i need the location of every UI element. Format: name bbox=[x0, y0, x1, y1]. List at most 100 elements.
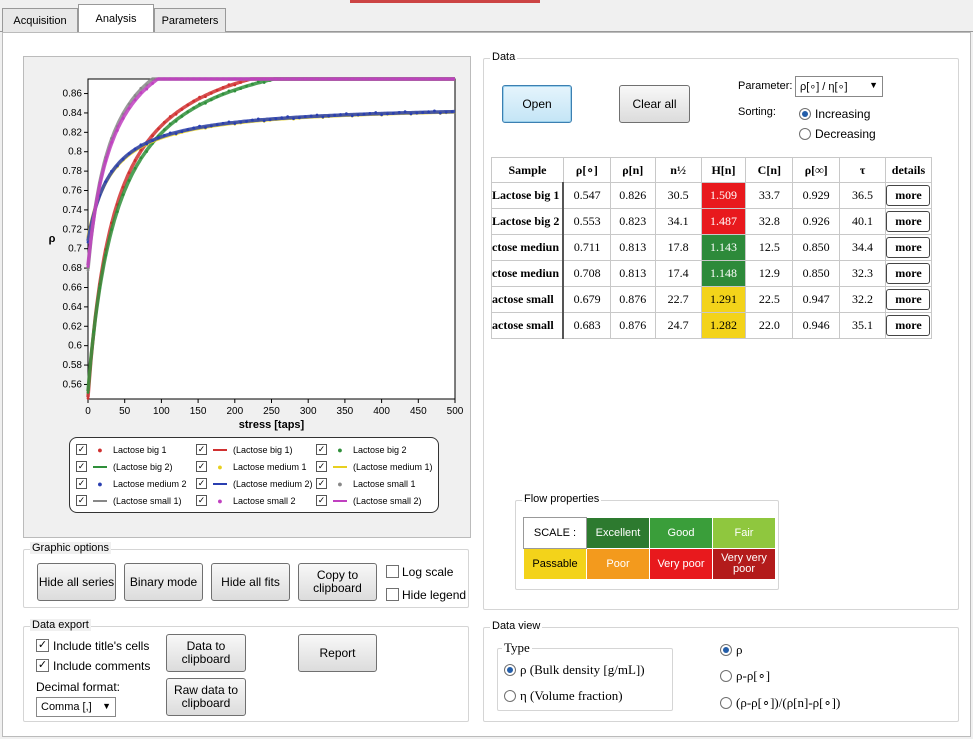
hide-legend-checkbox[interactable] bbox=[386, 588, 399, 601]
chart-panel: 0.56 0.58 0.6 0.62 0.64 0.66 0.68 0.7 0.72 0.74 0.… bbox=[23, 56, 471, 538]
y-tick-label: 0.68 bbox=[63, 263, 83, 274]
hide-all-fits-button[interactable]: Hide all fits bbox=[211, 563, 290, 601]
legend-entry[interactable]: ✓ ● Lactose big 2 bbox=[316, 444, 407, 455]
legend-entry[interactable]: ✓ ● Lactose big 1 bbox=[76, 444, 167, 455]
legend-entry[interactable]: ✓ ● Lactose small 1 bbox=[316, 478, 416, 489]
include-titles-checkbox[interactable]: ✓ bbox=[36, 639, 49, 652]
data-point bbox=[274, 117, 278, 121]
data-point bbox=[198, 102, 201, 106]
data-point bbox=[251, 82, 254, 86]
type-eta-radio[interactable] bbox=[504, 690, 516, 702]
data-point bbox=[297, 116, 301, 120]
sort-increasing-radio[interactable] bbox=[799, 108, 811, 120]
data-point bbox=[262, 81, 266, 84]
more-button[interactable]: more bbox=[886, 211, 931, 232]
value-cell: 0.679 bbox=[562, 286, 611, 313]
legend-checkbox[interactable]: ✓ bbox=[316, 495, 327, 506]
data-point bbox=[162, 128, 166, 132]
data-point bbox=[450, 110, 454, 114]
data-point bbox=[368, 111, 372, 115]
y-tick-label: 0.58 bbox=[63, 360, 83, 371]
legend-entry[interactable]: ✓ ● Lactose medium 2 bbox=[76, 478, 187, 489]
legend-checkbox[interactable]: ✓ bbox=[76, 444, 87, 455]
parameter-select[interactable]: ρ[∘] / η[∘] ▼ bbox=[795, 76, 883, 97]
y-tick-label: 0.86 bbox=[63, 89, 83, 100]
legend-checkbox[interactable]: ✓ bbox=[76, 478, 87, 489]
data-point bbox=[186, 77, 190, 81]
legend-entry[interactable]: ✓ ● Lactose medium 1 bbox=[196, 461, 307, 472]
tab-bar: Acquisition Analysis Parameters bbox=[0, 0, 973, 33]
legend-entry[interactable]: ✓ (Lactose big 1) bbox=[196, 444, 293, 455]
log-scale-checkbox[interactable] bbox=[386, 565, 399, 578]
hide-legend-label: Hide legend bbox=[402, 588, 467, 602]
more-button[interactable]: more bbox=[886, 289, 931, 310]
decimal-format-select[interactable]: Comma [,] ▼ bbox=[36, 697, 116, 717]
legend-checkbox[interactable]: ✓ bbox=[196, 461, 207, 472]
data-point bbox=[204, 101, 207, 105]
sort-decreasing-radio[interactable] bbox=[799, 128, 811, 140]
col-header: n½ bbox=[654, 157, 702, 183]
legend-checkbox[interactable]: ✓ bbox=[76, 461, 87, 472]
legend-checkbox[interactable]: ✓ bbox=[316, 461, 327, 472]
data-point bbox=[168, 131, 172, 135]
legend-entry[interactable]: ✓ (Lactose medium 1) bbox=[316, 461, 433, 472]
value-cell: 17.4 bbox=[654, 260, 702, 287]
data-point bbox=[292, 117, 295, 121]
data-point bbox=[409, 112, 413, 116]
copy-to-clipboard-button[interactable]: Copy to clipboard bbox=[298, 563, 377, 601]
y-tick-label: 0.56 bbox=[63, 379, 83, 390]
legend-entry[interactable]: ✓ (Lactose big 2) bbox=[76, 461, 173, 472]
legend-entry[interactable]: ✓ (Lactose medium 2) bbox=[196, 478, 313, 489]
open-button[interactable]: Open bbox=[502, 85, 572, 123]
view-rho-minus-radio[interactable] bbox=[720, 670, 732, 682]
raw-data-to-clipboard-button[interactable]: Raw data to clipboard bbox=[166, 678, 246, 716]
more-button[interactable]: more bbox=[886, 237, 931, 258]
include-comments-checkbox[interactable]: ✓ bbox=[36, 659, 49, 672]
legend-label: (Lactose big 1) bbox=[233, 444, 293, 455]
data-point bbox=[339, 77, 342, 81]
scale-passable: Passable bbox=[523, 548, 587, 580]
results-table: Sample ρ[∘] ρ[n] n½ H[n] C[n] ρ[∞] τ details Lac… bbox=[491, 157, 933, 339]
data-point bbox=[421, 110, 425, 114]
legend-checkbox[interactable]: ✓ bbox=[196, 478, 207, 489]
y-tick-label: 0.66 bbox=[63, 282, 83, 293]
data-to-clipboard-button[interactable]: Data to clipboard bbox=[166, 634, 246, 672]
report-button[interactable]: Report bbox=[298, 634, 377, 672]
view-normalized-radio[interactable] bbox=[720, 697, 732, 709]
fit-line-icon bbox=[93, 496, 107, 506]
type-rho-label: ρ (Bulk density [g/mL]) bbox=[520, 662, 645, 677]
legend-entry[interactable]: ✓ (Lactose small 2) bbox=[316, 495, 422, 506]
value-cell: 1.148 bbox=[700, 260, 747, 287]
data-point bbox=[209, 98, 213, 102]
tab-analysis[interactable]: Analysis bbox=[78, 4, 154, 33]
value-cell: 12.5 bbox=[745, 234, 794, 261]
x-tick-label: 350 bbox=[337, 406, 354, 417]
data-point bbox=[151, 77, 154, 81]
x-axis-label: stress [taps] bbox=[239, 419, 305, 431]
value-cell: 32.2 bbox=[839, 286, 886, 313]
data-point bbox=[327, 77, 331, 81]
type-rho-radio[interactable] bbox=[504, 664, 516, 676]
view-rho-label: ρ bbox=[736, 642, 743, 657]
data-point bbox=[245, 84, 248, 88]
hide-all-series-button[interactable]: Hide all series bbox=[37, 563, 116, 601]
legend-entry[interactable]: ✓ ● Lactose small 2 bbox=[196, 495, 296, 506]
tab-acquisition[interactable]: Acquisition bbox=[2, 8, 78, 32]
data-point bbox=[139, 156, 143, 160]
legend-checkbox[interactable]: ✓ bbox=[196, 495, 207, 506]
more-button[interactable]: more bbox=[886, 185, 931, 206]
binary-mode-button[interactable]: Binary mode bbox=[124, 563, 203, 601]
more-button[interactable]: more bbox=[886, 263, 931, 284]
legend-checkbox[interactable]: ✓ bbox=[196, 444, 207, 455]
view-rho-radio[interactable] bbox=[720, 644, 732, 656]
tab-parameters[interactable]: Parameters bbox=[154, 8, 226, 32]
legend-checkbox[interactable]: ✓ bbox=[316, 444, 327, 455]
value-cell: 34.4 bbox=[839, 234, 886, 261]
legend-entry[interactable]: ✓ (Lactose small 1) bbox=[76, 495, 182, 506]
more-button[interactable]: more bbox=[886, 315, 931, 336]
legend-checkbox[interactable]: ✓ bbox=[76, 495, 87, 506]
data-point bbox=[121, 117, 125, 120]
legend-checkbox[interactable]: ✓ bbox=[316, 478, 327, 489]
clear-all-button[interactable]: Clear all bbox=[619, 85, 690, 123]
details-cell: more bbox=[884, 312, 933, 339]
